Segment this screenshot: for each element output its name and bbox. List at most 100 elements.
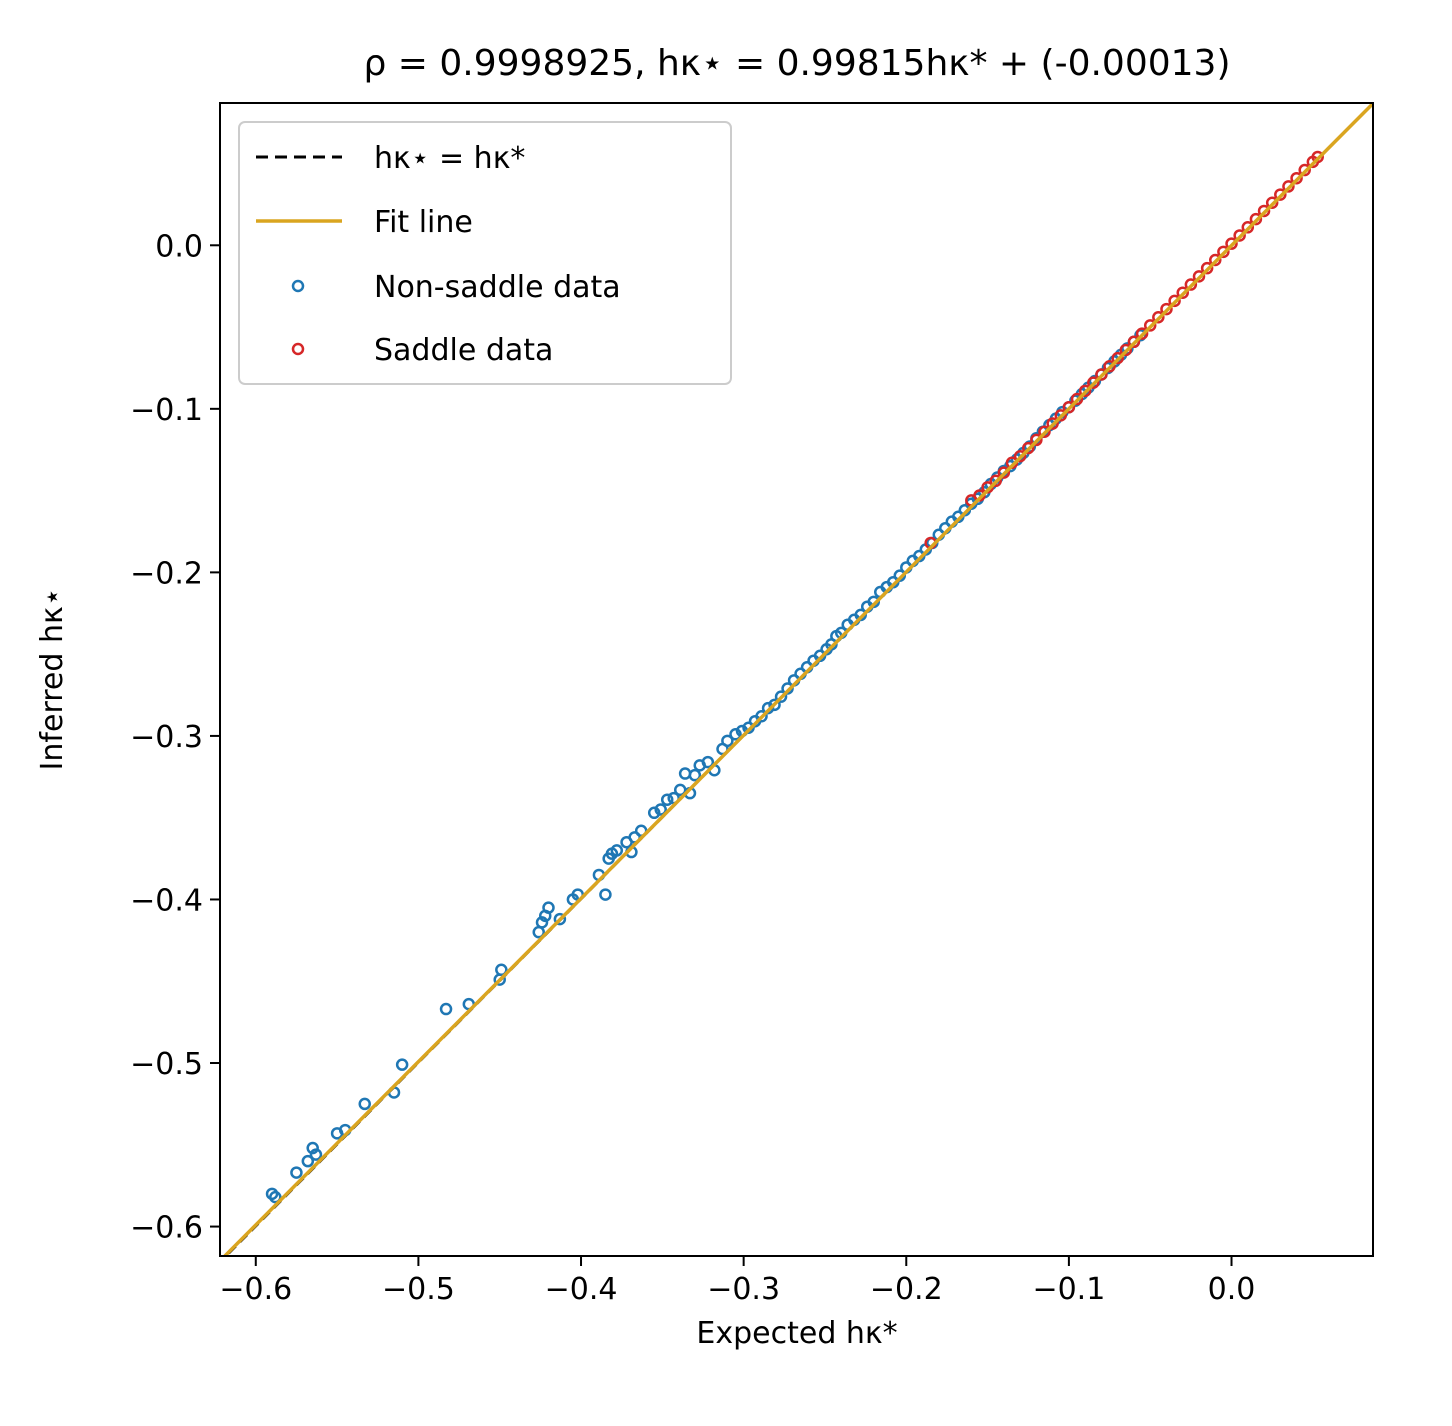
saddle-data-point [1087,376,1100,389]
non-saddle-data-point [395,1058,409,1071]
non-saddle-data-point [678,767,692,780]
non-saddle-data-point [1088,374,1102,388]
saddle-data-point [1062,400,1076,414]
saddle-data-point [1265,196,1279,210]
legend-box [238,121,732,385]
non-saddle-data-point [265,1187,279,1201]
y-tick-label: −0.5 [130,1047,203,1082]
saddle-data-point [1184,278,1198,291]
non-saddle-data-point [688,768,702,782]
x-tick-label: −0.1 [1032,1272,1105,1307]
saddle-data-point [1046,417,1059,430]
saddle-data-point [1311,150,1324,164]
plot-content [222,103,1373,1256]
non-saddle-data-point [647,806,661,820]
saddle-data-point [1013,450,1027,463]
y-tick-label: −0.1 [130,393,203,428]
non-saddle-data-point [495,963,508,977]
plot-frame [219,102,1374,1257]
saddle-data-point [997,466,1011,479]
saddle-data-point [1103,360,1116,373]
saddle-data-point [1152,310,1165,324]
fit-line [222,103,1373,1256]
x-tick-label: −0.6 [219,1272,292,1307]
saddle-data-point [1200,261,1214,275]
saddle-data-point [1038,425,1051,438]
saddle-data-point [1168,294,1181,308]
saddle-data-point [1282,180,1295,193]
x-tick-label: −0.3 [707,1272,780,1307]
legend-identity-label: hκ⋆ = hκ* [374,141,525,176]
non-saddle-data-point [768,698,781,712]
chart-title: ρ = 0.9998925, hκ⋆ = 0.99815hκ* + (-0.00… [364,43,1231,84]
saddle-data-point [1095,368,1108,381]
x-tick-label: −0.5 [382,1272,455,1307]
non-saddle-data-point [729,728,742,741]
y-axis: 0.0 −0.1 −0.2 −0.3 −0.4 −0.5 −0.6 [130,229,220,1246]
non-saddle-data-point [654,803,667,816]
saddle-data-point [1225,237,1238,250]
saddle-data-point [1127,335,1141,349]
non-saddle-data-point [1134,328,1147,342]
non-saddle-data-point [599,888,612,901]
non-saddle-data-point [553,912,567,926]
non-saddle-data-point [439,1002,453,1016]
saddle-data-point [1298,163,1311,177]
points-group [265,150,1324,1204]
non-saddle-data-point [755,710,768,723]
non-saddle-data-point [358,1097,371,1111]
non-saddle-data-point [1023,440,1037,453]
y-tick-label: −0.4 [130,883,203,918]
non-saddle-data-point [701,755,715,769]
non-saddle-data-point [535,916,549,929]
saddle-data-point [1290,171,1303,185]
legend-nonsaddle-marker [291,279,305,293]
non-saddle-data-point [301,1154,315,1168]
saddle-data-point [1209,253,1222,267]
saddle-data-point [1078,384,1092,398]
saddle-data-point [1021,441,1035,455]
x-tick-label: −0.2 [870,1272,943,1307]
saddle-data-point [1119,343,1133,357]
y-axis-label: Inferred hκ⋆ [35,588,70,771]
saddle-data-point [1111,351,1124,365]
saddle-data-point [1054,409,1068,422]
non-saddle-data-point [774,690,788,703]
non-saddle-data-point [1101,361,1115,375]
non-saddle-data-point [660,793,674,806]
saddle-data-point [1257,204,1271,218]
non-saddle-data-point [309,1148,323,1161]
legend-nonsaddle-label: Non-saddle data [374,270,621,305]
y-tick-label: −0.2 [130,556,203,591]
non-saddle-data-point [306,1141,319,1155]
saddle-data-point [1249,212,1263,226]
non-saddle-data-point [610,844,624,857]
non-saddle-data-point [542,901,555,914]
saddle-data-point [1135,327,1149,340]
non-saddle-data-point [290,1166,303,1179]
saddle-data-point [1192,270,1206,283]
x-axis-label: Expected hκ* [696,1316,897,1351]
saddle-data-point [1030,433,1043,447]
legend-fit-label: Fit line [374,205,473,240]
legend-saddle-marker [291,342,305,356]
x-tick-label: 0.0 [1208,1272,1256,1307]
y-tick-label: −0.6 [130,1211,203,1246]
non-saddle-data-point [1069,394,1082,407]
saddle-data-point [1143,319,1157,332]
x-tick-label: −0.4 [545,1272,618,1307]
non-saddle-data-point [721,734,734,748]
saddle-data-point [1160,302,1173,316]
saddle-data-point [1274,188,1287,201]
non-saddle-data-point [269,1190,282,1204]
legend: hκ⋆ = hκ* Fit line Non-saddle data Saddl… [238,121,732,385]
x-axis: −0.6 −0.5 −0.4 −0.3 −0.2 −0.1 0.0 [219,1256,1255,1307]
saddle-data-point [1233,229,1246,242]
legend-saddle-label: Saddle data [374,333,553,368]
saddle-data-point [989,474,1002,488]
y-tick-label: −0.3 [130,720,203,755]
saddle-data-point [1070,392,1084,406]
y-tick-label: 0.0 [155,229,203,264]
saddle-data-point [1217,245,1230,259]
